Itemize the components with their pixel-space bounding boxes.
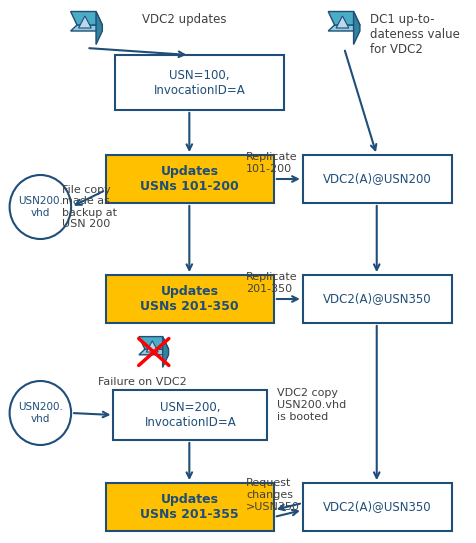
FancyBboxPatch shape xyxy=(302,155,451,203)
Polygon shape xyxy=(327,25,359,31)
Text: Updates
USNs 201-350: Updates USNs 201-350 xyxy=(140,285,238,313)
Text: Replicate
201-350: Replicate 201-350 xyxy=(246,272,297,294)
FancyBboxPatch shape xyxy=(106,275,273,323)
Polygon shape xyxy=(353,11,359,45)
Polygon shape xyxy=(146,341,158,352)
Text: USN=200,
InvocationID=A: USN=200, InvocationID=A xyxy=(144,401,236,429)
Text: Updates
USNs 201-355: Updates USNs 201-355 xyxy=(140,493,238,521)
Text: USN200.
vhd: USN200. vhd xyxy=(18,402,63,424)
Text: USN=100,
InvocationID=A: USN=100, InvocationID=A xyxy=(153,68,245,97)
Polygon shape xyxy=(139,337,168,349)
FancyBboxPatch shape xyxy=(106,155,273,203)
Text: Failure on VDC2: Failure on VDC2 xyxy=(98,377,186,387)
Polygon shape xyxy=(162,337,168,368)
Text: VDC2 updates: VDC2 updates xyxy=(142,13,226,26)
Text: VDC2(A)@USN200: VDC2(A)@USN200 xyxy=(322,173,431,186)
Polygon shape xyxy=(96,11,102,45)
Polygon shape xyxy=(139,349,168,355)
Text: Replicate
101-200: Replicate 101-200 xyxy=(246,152,297,174)
FancyBboxPatch shape xyxy=(302,483,451,531)
Text: Request
changes
>USN350: Request changes >USN350 xyxy=(246,478,299,512)
Text: USN200.
vhd: USN200. vhd xyxy=(18,196,63,218)
Polygon shape xyxy=(70,25,102,31)
Text: File copy
made as
backup at
USN 200: File copy made as backup at USN 200 xyxy=(62,185,117,229)
Polygon shape xyxy=(70,11,102,25)
Text: VDC2(A)@USN350: VDC2(A)@USN350 xyxy=(322,293,431,306)
Circle shape xyxy=(10,175,71,239)
Polygon shape xyxy=(79,16,91,28)
Circle shape xyxy=(10,381,71,445)
FancyBboxPatch shape xyxy=(106,483,273,531)
Text: VDC2 copy
USN200.vhd
is booted: VDC2 copy USN200.vhd is booted xyxy=(276,388,345,421)
FancyBboxPatch shape xyxy=(115,55,283,110)
FancyBboxPatch shape xyxy=(113,390,267,440)
Text: VDC2(A)@USN350: VDC2(A)@USN350 xyxy=(322,501,431,514)
Polygon shape xyxy=(336,16,348,28)
Text: Updates
USNs 101-200: Updates USNs 101-200 xyxy=(140,165,238,193)
Text: DC1 up-to-
dateness value
for VDC2: DC1 up-to- dateness value for VDC2 xyxy=(369,13,459,56)
FancyBboxPatch shape xyxy=(302,275,451,323)
Polygon shape xyxy=(327,11,359,25)
